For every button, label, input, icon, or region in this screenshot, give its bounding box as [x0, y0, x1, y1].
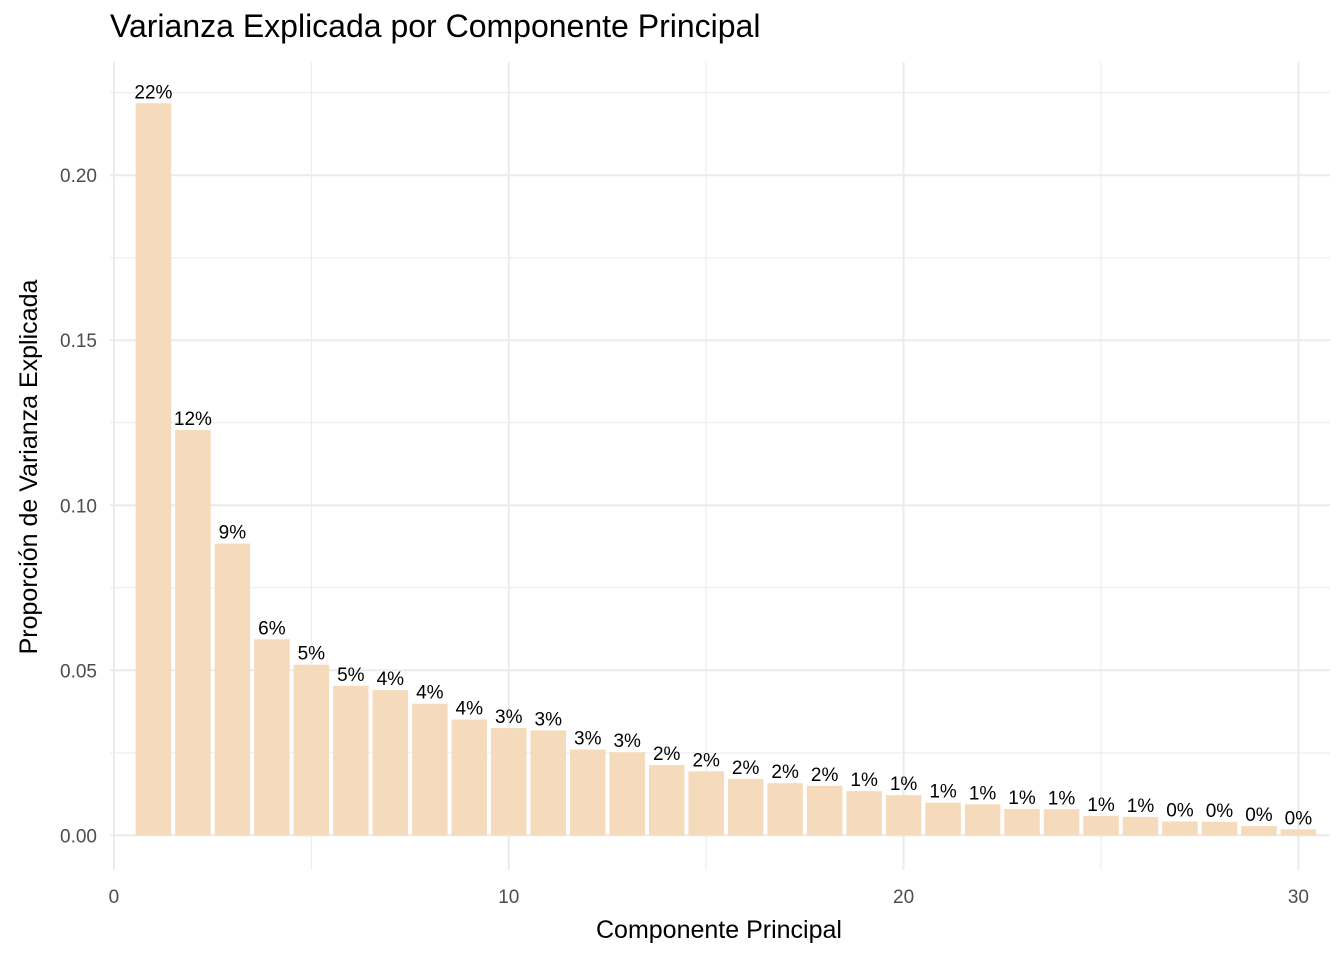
tick-labels-layer: 0 10 20 30 0.00 0.05 0.10 0.15 0.20: [60, 166, 1309, 908]
bar-value-label: 2%: [692, 750, 720, 771]
y-tick-label: 0.15: [60, 331, 97, 352]
bar: [135, 103, 172, 836]
bar: [964, 804, 1001, 836]
bar-labels-layer: 22% 12% 9% 6% 5% 5% 4% 4% 4% 3% 3% 3% 3% 2% 2% 2% 2% 2% 1%…: [134, 82, 1312, 829]
y-tick-label: 0.00: [60, 826, 97, 847]
x-axis-title: Componente Principal: [596, 916, 842, 944]
bar-value-label: 5%: [298, 644, 326, 665]
bar: [1280, 829, 1317, 836]
bar: [569, 749, 606, 836]
y-tick-label: 0.05: [60, 661, 97, 682]
bar: [254, 639, 290, 836]
bar-value-label: 3%: [574, 729, 602, 750]
bar: [885, 795, 922, 836]
bar: [846, 791, 882, 836]
bar-value-label: 4%: [377, 669, 405, 690]
bar: [530, 730, 567, 836]
bar: [727, 778, 764, 836]
bar: [451, 719, 488, 836]
bar-value-label: 1%: [969, 783, 997, 804]
bar-value-label: 1%: [1048, 788, 1076, 809]
grid-layer: [110, 62, 1330, 870]
bar-value-label: 3%: [613, 731, 641, 752]
bar-value-label: 0%: [1285, 808, 1313, 829]
bar-value-label: 2%: [811, 765, 839, 786]
bar: [1083, 815, 1119, 836]
bar: [609, 752, 645, 836]
x-tick-label: 20: [893, 887, 914, 908]
bar: [1004, 808, 1040, 836]
bar-value-label: 4%: [456, 698, 484, 719]
bar: [491, 728, 527, 836]
bar: [333, 685, 369, 836]
bar: [806, 785, 843, 836]
bar-value-label: 1%: [1127, 796, 1155, 817]
bar: [648, 765, 685, 836]
bar-value-label: 2%: [653, 744, 681, 765]
bar: [175, 430, 211, 836]
bar-value-label: 0%: [1245, 805, 1273, 826]
bar-value-label: 3%: [495, 707, 523, 728]
bar: [412, 703, 448, 836]
x-tick-label: 0: [109, 887, 120, 908]
bar-value-label: 6%: [258, 618, 286, 639]
y-tick-label: 0.20: [60, 166, 97, 187]
bar: [214, 543, 251, 836]
bar-value-label: 5%: [337, 665, 365, 686]
bar-value-label: 0%: [1206, 801, 1234, 822]
chart-title: Varianza Explicada por Componente Princi…: [110, 8, 761, 44]
bar-value-label: 4%: [416, 683, 444, 704]
x-tick-label: 10: [498, 887, 519, 908]
bar-value-label: 3%: [535, 709, 563, 730]
bar: [372, 690, 409, 836]
bar: [293, 664, 330, 836]
bar-value-label: 1%: [1008, 788, 1036, 809]
bar-value-label: 1%: [890, 774, 918, 795]
y-tick-label: 0.10: [60, 496, 97, 517]
bar-value-label: 0%: [1166, 800, 1194, 821]
x-tick-label: 30: [1288, 887, 1309, 908]
bar: [1241, 826, 1277, 836]
bar-value-label: 1%: [1087, 795, 1115, 816]
bar-value-label: 9%: [219, 523, 247, 544]
bar: [767, 783, 803, 836]
bar-value-label: 2%: [732, 758, 760, 779]
bar-value-label: 1%: [929, 782, 957, 803]
bar: [1043, 809, 1080, 836]
bar: [1162, 821, 1198, 836]
bar-value-label: 12%: [174, 409, 212, 430]
bars-layer: [135, 103, 1317, 836]
bar: [925, 802, 961, 836]
bar: [1201, 821, 1238, 836]
bar-value-label: 22%: [134, 82, 172, 103]
bar: [1122, 816, 1159, 836]
bar: [688, 771, 724, 836]
y-axis-title: Proporción de Varianza Explicada: [15, 280, 43, 655]
bar-value-label: 2%: [771, 762, 799, 783]
bar-value-label: 1%: [850, 770, 878, 791]
